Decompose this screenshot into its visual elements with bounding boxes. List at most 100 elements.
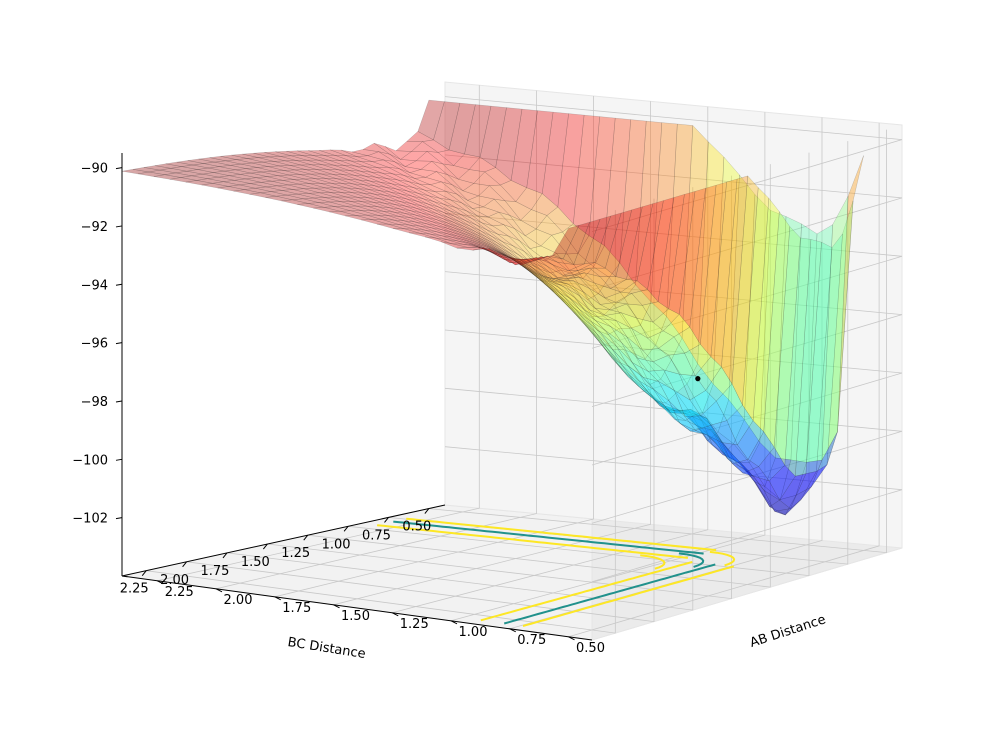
surface-facet — [328, 159, 356, 167]
bc-tick-label: 2.25 — [120, 582, 149, 597]
ab-tick-mark — [450, 620, 458, 625]
surface-facet — [262, 170, 289, 176]
surface-facet — [768, 464, 796, 501]
surface-facet — [689, 427, 717, 445]
surface-facet — [443, 212, 471, 227]
surface-facet — [632, 379, 660, 404]
surface-facet — [403, 175, 431, 185]
surface-facet — [542, 281, 570, 306]
surface-facet — [509, 215, 537, 237]
ab-tick-label: 1.50 — [341, 609, 370, 624]
surface-facet — [289, 164, 317, 170]
surface-facet — [261, 180, 288, 187]
surface-facet — [653, 398, 681, 411]
surface-facet — [660, 359, 688, 394]
surface-facet — [690, 409, 718, 438]
surface-facet — [153, 174, 181, 180]
surface-facet — [581, 305, 609, 335]
surface-facet — [671, 337, 698, 385]
surface-facet — [309, 183, 337, 189]
surface-facet — [467, 238, 495, 251]
surface-facet — [311, 164, 339, 171]
surface-facet — [722, 443, 750, 463]
surface-facet — [223, 180, 251, 186]
surface-facet — [521, 265, 549, 285]
surface-facet — [241, 162, 269, 168]
contour-line — [522, 565, 735, 627]
surface-facet — [468, 235, 496, 250]
surface-facet — [486, 229, 514, 247]
surface-facet — [526, 268, 554, 287]
surface-facet — [209, 156, 237, 162]
surface-facet — [441, 163, 470, 180]
surface-facet — [548, 287, 576, 314]
surface-facet — [560, 269, 588, 300]
surface-facet — [652, 354, 680, 375]
surface-facet — [323, 155, 351, 162]
surface-facet — [546, 206, 574, 233]
surface-facet — [531, 270, 559, 288]
surface-facet — [742, 466, 770, 482]
surface-facet — [547, 255, 574, 265]
surface-facet — [779, 473, 807, 509]
surface-facet — [415, 150, 443, 165]
surface-facet — [562, 267, 590, 276]
surface-facet — [409, 224, 436, 232]
surface-facet — [272, 170, 300, 176]
right-back-pane — [444, 81, 903, 549]
surface-facet — [345, 205, 373, 211]
surface-facet — [478, 242, 506, 256]
surface-facet — [520, 263, 548, 281]
surface-facet — [653, 389, 681, 424]
surface-facet — [588, 267, 617, 277]
surface-facet — [598, 276, 626, 306]
surface-facet — [356, 155, 384, 162]
energy-tick-label: −94 — [81, 278, 108, 293]
surface-facet — [435, 237, 463, 245]
surface-facet — [291, 155, 318, 161]
surface-facet — [525, 259, 553, 279]
surface-facet — [197, 167, 225, 173]
surface-facet — [666, 123, 694, 339]
surface-facet — [312, 155, 340, 161]
surface-facet — [616, 362, 644, 391]
energy-tick-mark — [115, 342, 123, 345]
surface-facet — [549, 269, 578, 292]
ab-tick-mark — [568, 636, 575, 641]
surface-facet — [398, 224, 426, 231]
surface-facet — [379, 190, 407, 200]
surface-facet — [310, 173, 338, 180]
surface-facet — [275, 150, 303, 157]
surface-facet — [647, 197, 675, 303]
ab-tick-mark — [157, 580, 164, 585]
surface-facet — [555, 253, 584, 280]
surface-facet — [591, 329, 619, 362]
surface-facet — [458, 226, 486, 242]
surface-facet — [371, 219, 399, 225]
surface-facet — [437, 149, 465, 166]
surface-facet — [553, 291, 581, 318]
surface-facet — [314, 187, 342, 193]
surface-facet — [217, 186, 245, 192]
surface-facet — [706, 418, 734, 455]
surface-facet — [257, 166, 284, 172]
surface-facet — [607, 351, 634, 379]
surface-facet — [345, 215, 372, 221]
surface-facet — [657, 380, 686, 417]
surface-facet — [214, 160, 242, 166]
surface-facet — [621, 342, 649, 372]
surface-facet — [686, 363, 714, 414]
surface-facet — [557, 272, 585, 279]
surface-facet — [442, 218, 470, 232]
surface-facet — [346, 196, 374, 203]
surface-facet — [505, 254, 533, 274]
grid-line-z — [444, 154, 903, 291]
surface-facet — [737, 465, 765, 491]
surface-facet — [564, 302, 591, 331]
surface-facet — [689, 184, 717, 346]
surface-facet — [547, 276, 574, 282]
surface-facet — [415, 214, 443, 225]
surface-facet — [402, 185, 430, 197]
surface-facet — [464, 104, 492, 158]
surface-facet — [414, 221, 442, 230]
